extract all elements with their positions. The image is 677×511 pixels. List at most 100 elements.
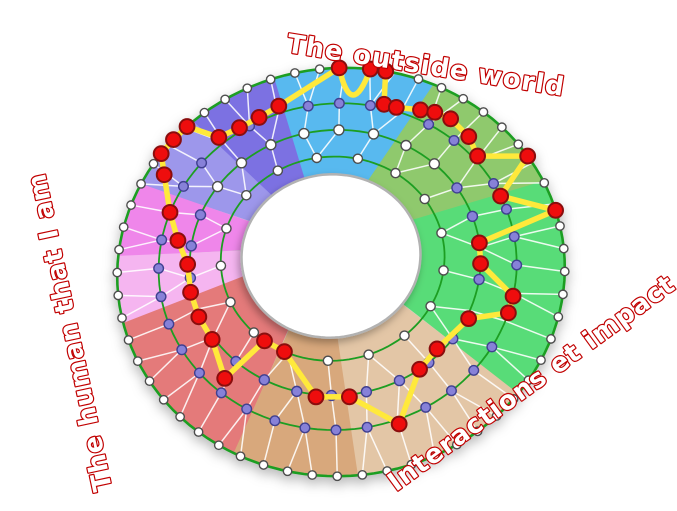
node-ring3: [486, 341, 498, 353]
node-ring4: [117, 313, 127, 323]
node-ring4: [144, 376, 155, 387]
score-node: [270, 97, 288, 115]
node-ring4: [282, 466, 293, 477]
score-node: [179, 255, 197, 273]
score-node: [165, 131, 182, 148]
node-ring4: [307, 470, 318, 480]
node-ring2: [194, 209, 207, 221]
label-human-that-i-am: The human that I am: [22, 170, 119, 494]
score-node: [276, 343, 293, 361]
node-ring4: [559, 266, 570, 277]
node-ring4: [158, 394, 169, 405]
node-ring4: [126, 200, 136, 210]
node-ring1: [399, 330, 410, 341]
score-node: [499, 304, 517, 322]
node-ring3: [156, 234, 168, 246]
node-ring1: [352, 153, 364, 165]
node-ring4: [289, 68, 300, 78]
node-ring2: [235, 157, 248, 169]
node-ring1: [221, 223, 232, 234]
node-ring4: [558, 243, 569, 254]
node-ring4: [258, 460, 269, 470]
node-ring1: [248, 327, 260, 338]
node-ring2: [473, 273, 485, 286]
score-node: [412, 101, 429, 119]
score-node: [203, 331, 221, 348]
node-ring2: [428, 158, 441, 170]
score-node: [216, 370, 234, 387]
node-ring4: [235, 451, 246, 462]
score-node: [231, 119, 248, 137]
node-ring4: [136, 178, 146, 189]
node-ring4: [148, 158, 159, 169]
node-ring3: [269, 415, 281, 427]
score-node: [390, 415, 408, 433]
node-ring4: [539, 177, 550, 188]
node-ring3: [177, 180, 189, 192]
node-ring4: [429, 450, 440, 461]
score-node: [169, 232, 187, 249]
node-ring4: [357, 469, 368, 480]
score-node: [460, 128, 478, 145]
node-ring3: [153, 262, 165, 274]
node-ring3: [468, 364, 480, 376]
node-ring4: [242, 83, 253, 94]
node-ring3: [193, 367, 205, 379]
node-ring3: [511, 259, 523, 271]
node-ring2: [367, 128, 380, 140]
node-ring4: [523, 375, 534, 386]
score-node: [428, 340, 446, 358]
score-node: [190, 308, 208, 326]
node-ring4: [536, 355, 546, 366]
node-ring2: [466, 210, 479, 223]
node-ring4: [382, 466, 393, 476]
score-node: [178, 118, 196, 135]
node-ring3: [163, 318, 175, 330]
node-ring4: [478, 107, 489, 117]
node-ring4: [113, 290, 124, 301]
node-ring1: [436, 227, 447, 239]
node-ring4: [112, 267, 123, 278]
node-ring1: [322, 355, 334, 367]
score-node: [460, 310, 478, 328]
score-node: [161, 203, 179, 221]
node-ring4: [114, 244, 124, 255]
node-ring3: [330, 424, 342, 436]
node-ring3: [445, 385, 457, 397]
score-node: [256, 332, 273, 350]
score-node: [307, 388, 325, 406]
score-node: [470, 234, 488, 252]
score-node: [250, 109, 268, 126]
node-ring1: [311, 152, 323, 164]
node-ring1: [363, 349, 374, 360]
node-ring1: [240, 189, 252, 201]
node-ring4: [193, 427, 204, 437]
node-ring3: [241, 403, 253, 415]
node-ring4: [472, 426, 483, 437]
node-ring3: [176, 344, 188, 356]
score-node: [492, 187, 510, 205]
node-ring4: [132, 356, 143, 367]
score-node: [547, 201, 565, 219]
node-ring1: [215, 260, 227, 272]
score-red-nodes: [152, 59, 565, 433]
node-ring1: [438, 265, 449, 276]
node-ring4: [436, 82, 447, 93]
hole-ellipse: [240, 173, 422, 339]
node-ring4: [332, 471, 343, 482]
score-node: [377, 62, 395, 80]
node-ring3: [215, 387, 227, 399]
score-node: [330, 59, 348, 77]
node-ring4: [496, 122, 507, 133]
node-ring3: [361, 421, 373, 433]
node-ring3: [448, 134, 460, 146]
node-ring4: [175, 411, 186, 422]
node-ring1: [419, 193, 431, 205]
score-node: [152, 145, 170, 163]
score-node: [519, 147, 537, 165]
score-node: [426, 103, 444, 121]
ring-nodes: [112, 64, 570, 482]
node-ring4: [558, 289, 568, 300]
node-ring2: [360, 386, 373, 398]
